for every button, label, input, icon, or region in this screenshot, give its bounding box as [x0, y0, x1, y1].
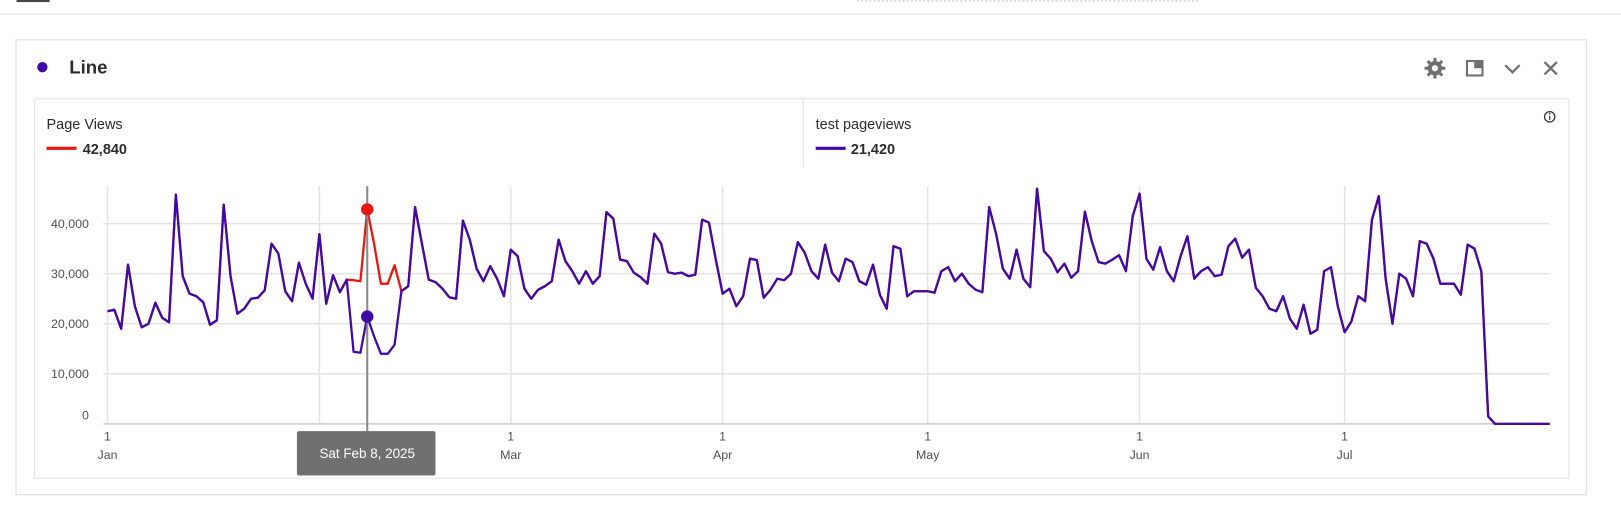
panel: [15, 39, 1587, 496]
x-tick-label: 1 Jun: [1129, 429, 1150, 463]
hover-point: [361, 310, 374, 323]
y-tick-label: 40,000: [51, 217, 89, 231]
tooltip-label: Sat Feb 8, 2025: [319, 446, 415, 461]
legend-value: 21,420: [851, 142, 895, 158]
chart-frame: [34, 98, 1570, 479]
y-tick-label: 20,000: [51, 317, 89, 331]
tooltip: [296, 431, 436, 476]
y-tick-label: 30,000: [51, 267, 89, 281]
top-bar: [0, 0, 1621, 15]
y-tick-label: 0: [82, 409, 89, 423]
y-tick-label: 10,000: [51, 367, 89, 381]
x-tick-label: 1 Apr: [712, 429, 733, 463]
collapse-button[interactable]: [1504, 64, 1521, 74]
hover-point: [361, 203, 374, 216]
panel-title: Line: [69, 56, 107, 77]
legend-label: test pageviews: [816, 117, 912, 133]
x-tick-label: 1 Mar: [500, 429, 522, 463]
maximize-button[interactable]: [1465, 59, 1484, 77]
tab: [16, 0, 50, 3]
settings-button[interactable]: [1424, 57, 1446, 79]
series-line: [107, 187, 1550, 425]
panel-dot: [37, 62, 48, 73]
x-tick-label: 1 Jul: [1336, 429, 1353, 463]
x-tick-label: 1 Jan: [97, 429, 118, 463]
info-icon[interactable]: [1543, 111, 1556, 123]
legend-label: Page Views: [47, 117, 123, 133]
panel-header: Line: [37, 56, 107, 77]
legend-value: 42,840: [83, 142, 127, 158]
x-tick-label: 1 May: [915, 429, 940, 463]
close-button[interactable]: [1543, 61, 1558, 76]
panel-actions: [1424, 57, 1558, 79]
